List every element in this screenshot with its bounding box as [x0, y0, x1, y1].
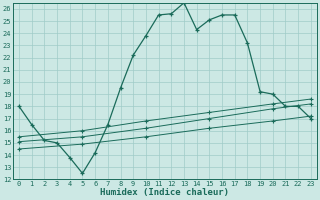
X-axis label: Humidex (Indice chaleur): Humidex (Indice chaleur)	[100, 188, 229, 197]
